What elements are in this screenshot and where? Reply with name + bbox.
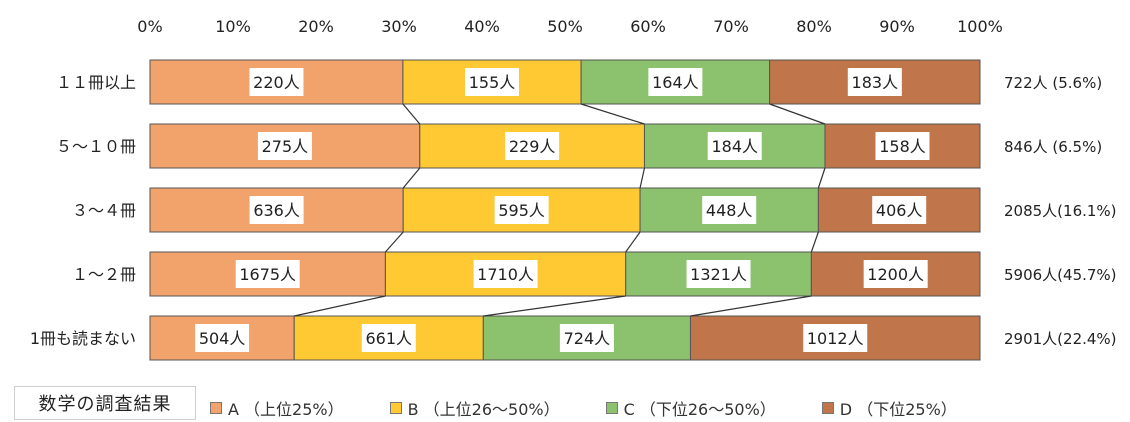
x-tick-label: 60% [630,17,666,36]
legend-swatch [605,402,618,414]
series-connector-line [639,167,646,189]
legend-title: 数学の調査結果 [14,386,196,420]
data-label-box [648,68,703,96]
x-tick-label: 20% [298,17,334,36]
data-label-box [875,132,930,160]
data-label: 275人 [262,137,309,156]
data-label: 155人 [469,73,516,92]
series-connector-line [769,103,826,125]
data-label: 636人 [253,201,300,220]
data-label-box [465,68,520,96]
legend-label: B （上位26～50%） [407,400,560,419]
row-total-label: 5906人(45.7%) [1004,266,1117,284]
legend-item: D （下位25%） [821,396,957,420]
data-label-box [847,68,902,96]
data-label-box [707,132,762,160]
data-label: 661人 [365,329,412,348]
x-tick-label: 30% [381,17,417,36]
data-label: 158人 [879,137,926,156]
data-label-box [803,324,868,352]
data-label: 595人 [498,201,545,220]
x-tick-label: 90% [879,17,915,36]
data-label-box [702,196,757,224]
data-label-box [872,196,927,224]
data-label: 1710人 [477,265,534,284]
data-label-box [559,324,614,352]
data-label-box [249,68,304,96]
data-label-box [686,260,751,288]
data-label: 220人 [253,73,300,92]
series-connector-line [690,295,812,317]
series-connector-line [817,167,826,189]
series-connector-line [294,295,386,317]
category-label: １１冊以上 [56,73,136,92]
data-label-box [505,132,560,160]
x-tick-label: 10% [215,17,251,36]
series-connector-line [402,167,421,189]
data-label-box [235,260,300,288]
series-connector-line [580,103,645,125]
data-label: 164人 [652,73,699,92]
row-total-label: 2085人(16.1%) [1004,202,1117,220]
series-connector-line [402,103,421,125]
data-label: 183人 [852,73,899,92]
data-label: 1012人 [807,329,864,348]
data-label: 229人 [509,137,556,156]
legend-item: A （上位25%） [210,396,344,420]
x-tick-label: 80% [796,17,832,36]
data-label-box [361,324,416,352]
data-label-box [249,196,304,224]
legend-label: C （下位26～50%） [623,400,776,419]
category-label: １～２冊 [72,265,136,284]
data-label: 724人 [564,329,611,348]
stacked-bar-chart: 0% 10% 20% 30% 40% 50% 60% 70% 80% 90% 100% １１冊以上 22… [30,17,1117,361]
data-label: 1675人 [239,265,296,284]
category-label: ５～１０冊 [56,137,136,156]
row-total-label: 2901人(22.4%) [1004,330,1117,348]
data-label: 504人 [199,329,246,348]
legend-item: B （上位26～50%） [389,396,560,420]
category-label: ３～４冊 [72,201,136,220]
data-label: 448人 [706,201,753,220]
data-label-box [473,260,538,288]
data-label: 1200人 [867,265,924,284]
legend-label: D （下位25%） [839,400,957,419]
row-total-label: 722人 (5.6%) [1004,74,1102,92]
data-label-box [195,324,250,352]
x-tick-label: 100% [957,17,1003,36]
data-label: 406人 [876,201,923,220]
x-tick-label: 50% [547,17,583,36]
legend-swatch [821,402,834,414]
legend-swatch [210,402,222,414]
row-total-label: 846人 (6.5%) [1004,138,1102,156]
legend: A （上位25%） B （上位26～50%） C （下位26～50%） D （下位25… [210,396,957,420]
data-label: 184人 [711,137,758,156]
series-connector-line [483,295,626,317]
x-tick-label: 70% [713,17,749,36]
data-label: 1321人 [690,265,747,284]
legend-label: A （上位25%） [228,400,344,419]
legend-item: C （下位26～50%） [605,396,776,420]
x-tick-label: 40% [464,17,500,36]
series-connector-line [625,231,641,253]
series-connector-line [810,231,819,253]
x-tick-label: 0% [137,17,162,36]
data-label-box [863,260,928,288]
legend-swatch [389,402,402,414]
bar-segment [402,187,641,233]
series-connector-line [384,231,404,253]
category-label: 1冊も読まない [30,329,136,348]
data-label-box [494,196,549,224]
data-label-box [257,132,312,160]
